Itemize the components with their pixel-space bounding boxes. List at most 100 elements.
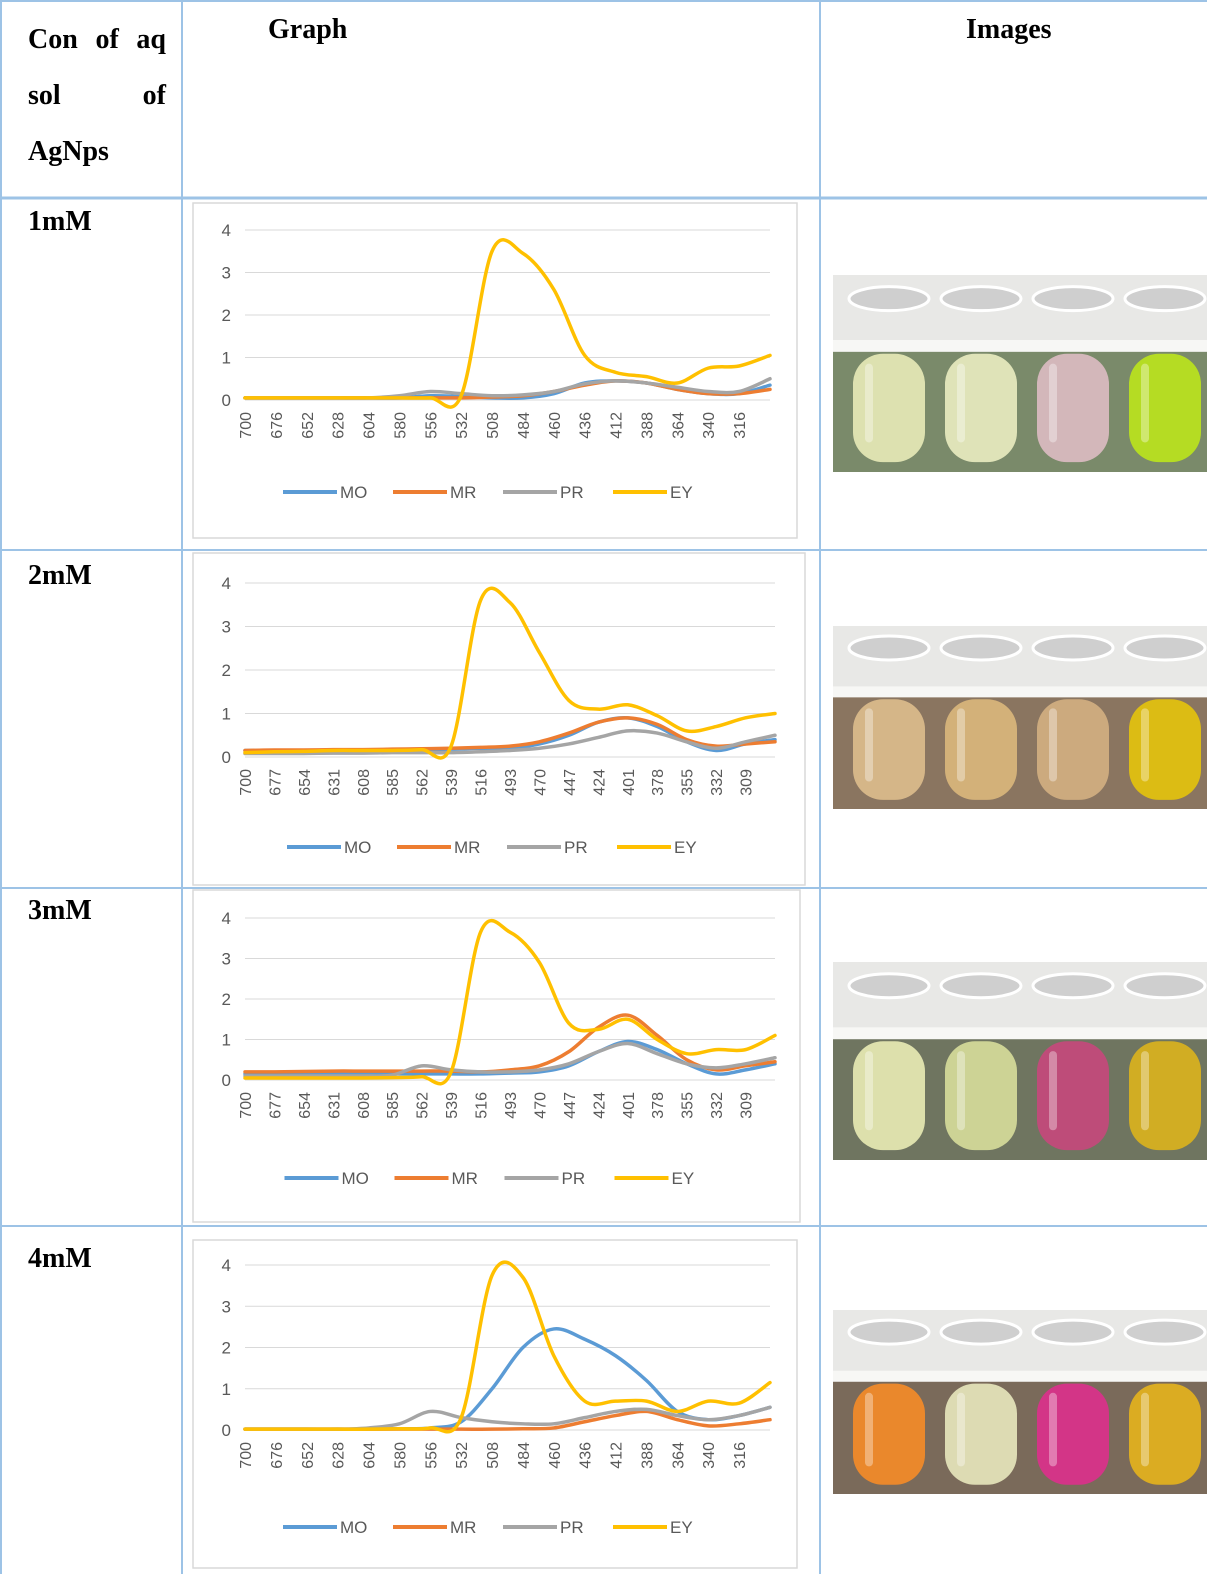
x-tick-label: 388 xyxy=(639,412,656,439)
legend-label: EY xyxy=(670,1518,693,1537)
x-tick-label: 340 xyxy=(701,412,718,439)
x-tick-label: 401 xyxy=(621,769,638,796)
y-tick-label: 3 xyxy=(222,950,231,969)
row-label: 2mM xyxy=(28,560,92,592)
tube-highlight xyxy=(1049,1393,1057,1467)
rack-edge xyxy=(833,340,1207,352)
x-tick-label: 652 xyxy=(300,1442,317,1469)
page: 0123470067665262860458055653250848446043… xyxy=(0,0,1207,1574)
y-tick-label: 4 xyxy=(222,909,231,928)
x-tick-label: 316 xyxy=(732,1442,749,1469)
tube-highlight xyxy=(865,1393,873,1467)
x-tick-label: 309 xyxy=(739,769,756,796)
x-tick-label: 493 xyxy=(503,769,520,796)
x-tick-label: 539 xyxy=(444,769,461,796)
legend-label: EY xyxy=(674,838,697,857)
tube-rim xyxy=(849,1320,929,1344)
x-tick-label: 700 xyxy=(238,1442,255,1469)
tube-highlight xyxy=(865,364,873,443)
tube xyxy=(945,354,1017,462)
y-tick-label: 3 xyxy=(222,264,231,283)
x-tick-label: 604 xyxy=(362,412,379,439)
x-tick-label: 436 xyxy=(578,412,595,439)
row-label: 1mM xyxy=(28,206,92,238)
y-tick-label: 1 xyxy=(222,1380,231,1399)
legend-label: MR xyxy=(452,1169,478,1188)
tube-highlight xyxy=(957,1051,965,1130)
tube-rim xyxy=(849,636,929,660)
header-cell: Con of aq sol of AgNps xyxy=(28,12,166,180)
x-tick-label: 388 xyxy=(639,1442,656,1469)
legend-label: MO xyxy=(342,1169,369,1188)
rack-edge xyxy=(833,686,1207,697)
tube xyxy=(945,1384,1017,1485)
rack-edge xyxy=(833,1371,1207,1382)
x-tick-label: 447 xyxy=(562,1092,579,1119)
x-tick-label: 436 xyxy=(578,1442,595,1469)
x-tick-label: 412 xyxy=(609,1442,626,1469)
tube xyxy=(945,1041,1017,1150)
tube xyxy=(1129,354,1201,462)
y-tick-label: 4 xyxy=(222,574,231,593)
tube-rim xyxy=(941,287,1021,311)
x-tick-label: 562 xyxy=(415,1092,432,1119)
x-tick-label: 484 xyxy=(516,412,533,439)
tube xyxy=(853,1041,925,1150)
tube-highlight xyxy=(865,1051,873,1130)
x-tick-label: 309 xyxy=(739,1092,756,1119)
x-tick-label: 556 xyxy=(423,412,440,439)
tube-rim xyxy=(1125,287,1205,311)
tube-highlight xyxy=(1141,1051,1149,1130)
tube-highlight xyxy=(957,708,965,781)
x-tick-label: 631 xyxy=(326,769,343,796)
y-tick-label: 2 xyxy=(222,306,231,325)
x-tick-label: 628 xyxy=(331,412,348,439)
y-tick-label: 1 xyxy=(222,705,231,724)
tube-highlight xyxy=(1141,708,1149,781)
tube-rim xyxy=(1125,636,1205,660)
legend-label: MO xyxy=(344,838,371,857)
y-tick-label: 4 xyxy=(222,221,231,240)
tube xyxy=(853,354,925,462)
tube-highlight xyxy=(1141,364,1149,443)
legend-label: MR xyxy=(454,838,480,857)
x-tick-label: 677 xyxy=(267,1092,284,1119)
tube xyxy=(1129,1041,1201,1150)
y-tick-label: 2 xyxy=(222,990,231,1009)
y-tick-label: 0 xyxy=(222,1421,231,1440)
tube-rim xyxy=(941,636,1021,660)
x-tick-label: 631 xyxy=(326,1092,343,1119)
x-tick-label: 378 xyxy=(650,769,667,796)
x-tick-label: 508 xyxy=(485,412,502,439)
photo xyxy=(833,962,1207,1160)
x-tick-label: 355 xyxy=(680,769,697,796)
y-tick-label: 0 xyxy=(222,391,231,410)
x-tick-label: 700 xyxy=(238,769,255,796)
x-tick-label: 677 xyxy=(267,769,284,796)
x-tick-label: 562 xyxy=(415,769,432,796)
x-tick-label: 340 xyxy=(701,1442,718,1469)
tube xyxy=(853,1384,925,1485)
legend-label: MR xyxy=(450,483,476,502)
y-tick-label: 3 xyxy=(222,1297,231,1316)
row-label: 3mM xyxy=(28,895,92,927)
legend-label: PR xyxy=(560,483,584,502)
x-tick-label: 516 xyxy=(474,769,491,796)
photo xyxy=(833,1310,1207,1494)
tube-highlight xyxy=(1049,1051,1057,1130)
tube-highlight xyxy=(1049,708,1057,781)
x-tick-label: 604 xyxy=(362,1442,379,1469)
x-tick-label: 470 xyxy=(532,769,549,796)
row-label: 4mM xyxy=(28,1243,92,1275)
tube-highlight xyxy=(957,364,965,443)
x-tick-label: 508 xyxy=(485,1442,502,1469)
y-tick-label: 2 xyxy=(222,1339,231,1358)
x-tick-label: 580 xyxy=(392,412,409,439)
x-tick-label: 355 xyxy=(680,1092,697,1119)
tube-rim xyxy=(1125,974,1205,998)
tube-rim xyxy=(1125,1320,1205,1344)
x-tick-label: 676 xyxy=(269,412,286,439)
x-tick-label: 654 xyxy=(297,769,314,796)
